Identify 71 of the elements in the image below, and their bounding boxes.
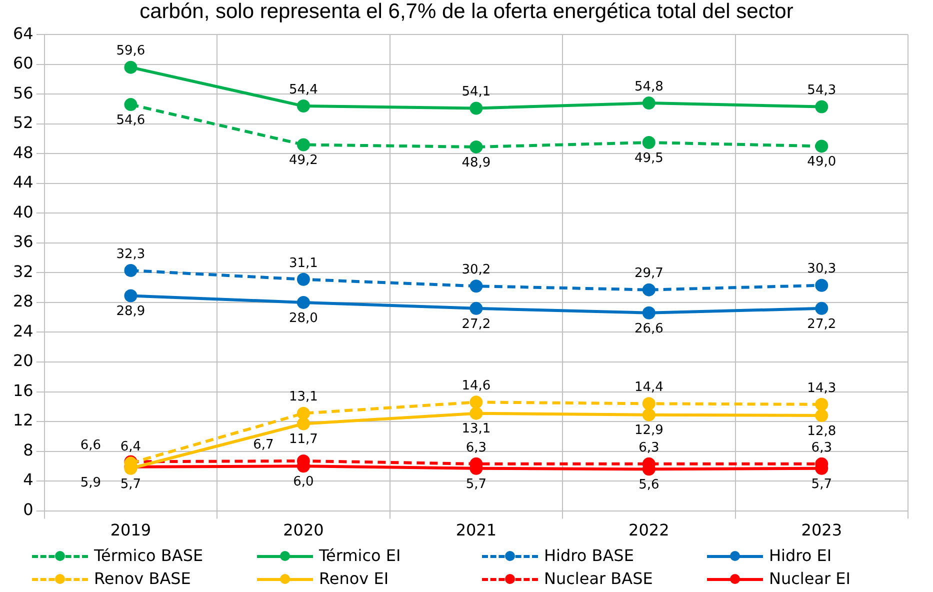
legend-label: Térmico EI: [319, 546, 401, 565]
data-label: 6,6: [80, 438, 102, 454]
data-label: 27,2: [462, 316, 491, 332]
x-tick-label: 2023: [801, 520, 842, 540]
legend-label: Hidro EI: [769, 546, 832, 565]
y-tick-label: 8: [23, 440, 34, 460]
legend-label: Renov EI: [319, 569, 389, 588]
data-label: 6,3: [811, 440, 832, 456]
y-tick-label: 28: [13, 292, 34, 311]
y-tick-label: 36: [13, 232, 34, 252]
y-tick-label: 4: [23, 470, 34, 490]
y-tick-label: 40: [13, 202, 34, 222]
data-label: 13,1: [288, 390, 318, 405]
y-tick-label: 0: [23, 500, 34, 519]
data-label: 54,1: [462, 84, 491, 100]
data-label: 5,7: [811, 476, 832, 492]
chart-title: carbón, solo representa el 6,7% de la oferta energética total del sector: [138, 0, 794, 24]
data-label: 14,6: [462, 378, 491, 394]
data-label: 30,3: [807, 262, 836, 277]
data-label: 6,3: [466, 440, 487, 456]
data-label: 6,7: [253, 437, 274, 452]
y-tick-label: 64: [13, 24, 34, 43]
data-label: 14,4: [634, 380, 664, 396]
data-label: 54,6: [116, 112, 146, 128]
data-label: 5,6: [638, 478, 660, 493]
data-label: 31,1: [288, 256, 318, 271]
data-label: 30,2: [462, 262, 491, 278]
data-label: 5,9: [80, 475, 102, 490]
y-tick-label: 16: [13, 380, 34, 400]
data-label: 12,9: [634, 423, 664, 438]
legend-label: Nuclear BASE: [544, 569, 653, 588]
y-tick-label: 56: [13, 83, 34, 102]
legend-label: Térmico BASE: [94, 546, 204, 565]
data-label: 12,8: [807, 424, 836, 439]
y-tick-label: 12: [13, 410, 34, 430]
x-tick-label: 2020: [283, 520, 324, 540]
y-tick-label: 52: [13, 113, 34, 132]
data-label: 5,7: [466, 476, 487, 492]
data-label: 13,1: [462, 422, 491, 437]
y-tick-label: 32: [13, 262, 34, 281]
data-label: 49,0: [807, 154, 836, 170]
data-label: 54,4: [288, 82, 318, 98]
legend-label: Nuclear EI: [769, 569, 850, 588]
data-label: 59,6: [116, 44, 146, 59]
data-label: 26,6: [634, 321, 664, 336]
y-tick-label: 24: [13, 321, 34, 340]
data-label: 32,3: [116, 246, 146, 262]
data-label: 29,7: [634, 266, 664, 282]
data-label: 27,2: [807, 316, 836, 332]
data-label: 28,0: [288, 310, 318, 326]
x-tick-label: 2019: [110, 520, 152, 540]
legend-label: Hidro BASE: [544, 546, 634, 565]
data-label: 14,3: [807, 380, 836, 396]
x-tick-label: 2021: [456, 520, 497, 540]
data-label: 54,8: [634, 79, 664, 94]
data-label: 49,5: [634, 150, 664, 166]
y-tick-label: 44: [13, 172, 34, 192]
data-label: 11,7: [288, 432, 318, 448]
y-tick-label: 20: [13, 351, 34, 370]
data-label: 5,7: [120, 476, 142, 492]
data-label: 48,9: [462, 155, 491, 170]
data-label: 6,4: [120, 440, 142, 455]
data-label: 28,9: [116, 304, 146, 320]
y-tick-label: 48: [13, 142, 34, 162]
data-label: 6,0: [293, 474, 314, 490]
data-label: 49,2: [288, 153, 318, 168]
data-label: 6,3: [638, 440, 660, 456]
x-tick-label: 2022: [628, 520, 670, 540]
y-tick-label: 60: [13, 54, 34, 73]
data-label: 54,3: [807, 83, 836, 98]
legend-label: Renov BASE: [94, 569, 191, 588]
